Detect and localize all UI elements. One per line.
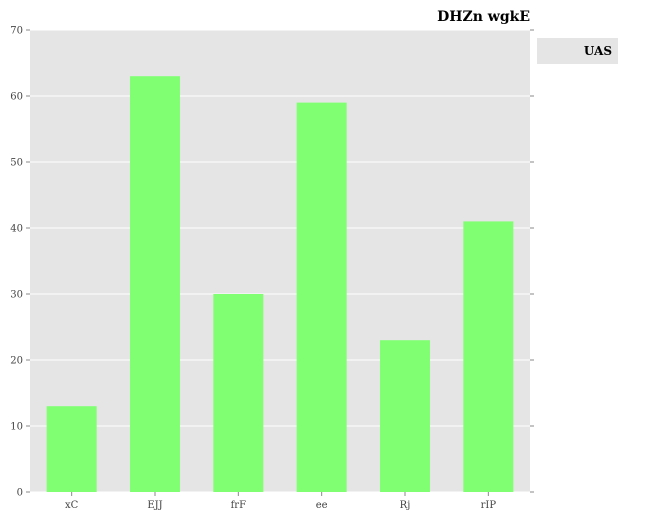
bar-ee (296, 102, 347, 492)
y-tick-label: 60 (10, 92, 23, 103)
plot-area (30, 30, 530, 492)
bar-frF (213, 294, 264, 492)
y-tick-label: 50 (10, 158, 23, 169)
x-tick-label: frF (231, 500, 246, 511)
grid-lines (30, 29, 530, 493)
y-tick-label: 70 (10, 26, 23, 37)
bar-rIP (463, 221, 514, 492)
x-tick-label: rIP (481, 500, 497, 511)
legend-label: UAS (584, 44, 612, 58)
y-tick-label: 20 (10, 356, 23, 367)
x-tick-label: xC (65, 500, 79, 511)
legend: UAS (537, 38, 618, 64)
bars (46, 76, 514, 492)
x-tick-label: EJJ (147, 500, 162, 511)
y-axis: 0 10 20 30 40 50 60 70 (10, 26, 534, 499)
x-axis: xC EJJ frF ee Rj rIP (65, 492, 496, 511)
x-tick-label: ee (316, 500, 328, 511)
x-tick-label: Rj (400, 500, 411, 511)
y-tick-label: 0 (17, 488, 23, 499)
y-tick-label: 10 (10, 422, 23, 433)
bar-Rj (380, 340, 430, 492)
chart-title: DHZn wgkE (437, 9, 530, 25)
bar-EJJ (130, 76, 180, 492)
y-tick-label: 30 (10, 290, 23, 301)
bar-xC (46, 406, 97, 492)
y-tick-label: 40 (10, 224, 23, 235)
legend-box (537, 38, 618, 64)
